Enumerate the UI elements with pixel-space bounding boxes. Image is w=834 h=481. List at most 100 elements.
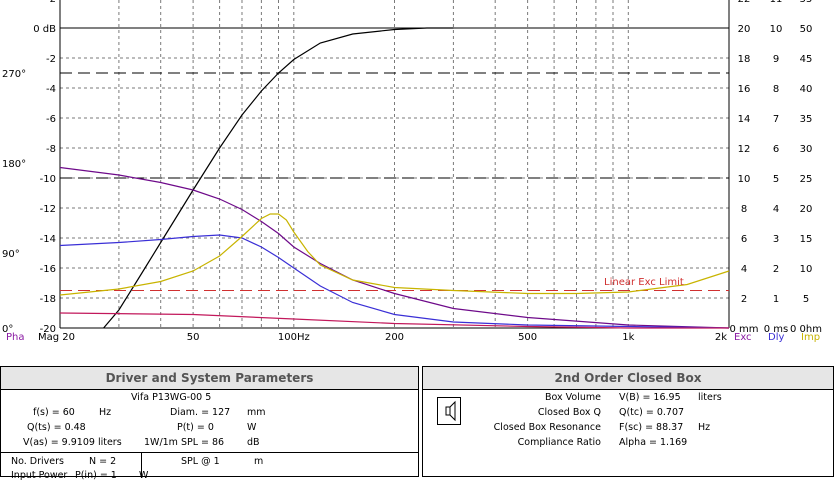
phase-tick-label: 270° — [2, 69, 26, 80]
fs-unit: Hz — [99, 407, 112, 418]
right-tick-ms: 3 — [773, 234, 779, 245]
right-tick-ms: 8 — [773, 84, 779, 95]
right-tick-ohm: 30 — [800, 144, 813, 155]
right-tick-mm: 2 — [741, 294, 747, 305]
right-tick-mm: 22 — [738, 0, 751, 5]
right-tick-mm: 16 — [738, 84, 751, 95]
right-tick-ohm: 35 — [800, 114, 813, 125]
curves — [59, 27, 730, 329]
panel-title: Driver and System Parameters — [1, 367, 418, 390]
box-row-label: Compliance Ratio — [517, 437, 601, 448]
y-tick-label: -4 — [46, 84, 56, 95]
right-tick-ohm: 25 — [800, 174, 813, 185]
box-row-value[interactable]: Q(tc) = 0.707 — [619, 407, 685, 418]
phase-tick-label: 90° — [2, 249, 20, 260]
right-tick-mm: 4 — [741, 264, 747, 275]
right-tick-ohm: 40 — [800, 84, 813, 95]
right-tick-mm: 0 mm — [729, 324, 758, 335]
spl-at-label[interactable]: SPL @ 1 — [181, 456, 220, 467]
box-row-value[interactable]: Alpha = 1.169 — [619, 437, 688, 448]
y-tick-label: -12 — [40, 204, 56, 215]
power-value[interactable]: P(in) = 1 — [75, 470, 117, 481]
y-tick-label: -20 — [40, 324, 56, 335]
y-tick-label: 0 dB — [33, 24, 56, 35]
spl-value[interactable]: 1W/1m SPL = 86 — [144, 437, 225, 448]
y-tick-label: -8 — [46, 144, 56, 155]
x-tick-label: 50 — [187, 332, 200, 343]
series-magnitude — [103, 27, 454, 329]
x-tick-label: Mag 20 — [38, 332, 75, 343]
y-tick-label: -18 — [40, 294, 56, 305]
box-row-value[interactable]: F(sc) = 88.37 — [619, 422, 684, 433]
box-row-label: Box Volume — [544, 392, 601, 403]
y-tick-label: -10 — [40, 174, 56, 185]
y-tick-label: -14 — [40, 234, 56, 245]
right-tick-ohm: 55 — [800, 0, 813, 5]
dashed-lines — [60, 72, 729, 291]
y-tick-label: -2 — [46, 54, 56, 65]
x-tick-label: 1k — [622, 332, 634, 343]
right-tick-ms: 7 — [773, 114, 779, 125]
series-excursion — [59, 234, 730, 329]
diam-value[interactable]: Diam. = 127 — [170, 407, 231, 418]
series-phase — [59, 166, 730, 329]
right-tick-ohm: 50 — [800, 24, 813, 35]
x-tick-label: 500 — [518, 332, 537, 343]
phase-axis-ticks: 270° 180° 90° 0° — [2, 69, 26, 335]
pt-value[interactable]: P(t) = 0 — [177, 422, 214, 433]
box-row-label: Closed Box Resonance — [493, 422, 601, 433]
qts-value[interactable]: Q(ts) = 0.48 — [27, 422, 86, 433]
y-axis-ticks: 2 0 dB -2 -4 -6 -8 -10 -12 -14 -16 -18 -20 — [33, 0, 56, 335]
x-axis-ticks: Mag 20 50 100Hz 200 500 1k 2k — [38, 332, 727, 343]
right-tick-ms: 9 — [773, 54, 779, 65]
box-row-unit: Hz — [698, 422, 711, 433]
x-tick-label: 200 — [385, 332, 404, 343]
fs-value[interactable]: f(s) = 60 — [33, 407, 75, 418]
right-tick-mm: 8 — [741, 204, 747, 215]
label-exc: Exc — [734, 332, 752, 343]
phase-tick-label: 0° — [2, 324, 13, 335]
drivers-label: No. Drivers — [11, 456, 64, 467]
right-tick-mm: 10 — [738, 174, 751, 185]
right-tick-ms: 5 — [773, 174, 779, 185]
right-tick-ohm: 5 — [803, 294, 809, 305]
phase-tick-label: 180° — [2, 159, 26, 170]
right-tick-ms: 0 ms — [764, 324, 789, 335]
y-tick-label: 2 — [50, 0, 56, 5]
right-axis-ticks: 22 20 18 16 14 12 10 8 6 4 2 0 mm 11 10 9 8 7 6 5 4 3 2 1 0 ms 5… — [729, 0, 822, 335]
right-tick-mm: 20 — [738, 24, 751, 35]
driver-parameters-panel: Driver and System Parameters Vifa P13WG-… — [0, 366, 419, 481]
right-tick-ms: 1 — [773, 294, 779, 305]
right-tick-ohm: 10 — [800, 264, 813, 275]
right-tick-ohm: 0 0hm — [790, 324, 822, 335]
series-impedance — [59, 213, 730, 296]
speaker-icon — [437, 397, 461, 425]
right-tick-ohm: 45 — [800, 54, 813, 65]
right-tick-mm: 14 — [738, 114, 751, 125]
drivers-value[interactable]: N = 2 — [89, 456, 117, 467]
power-unit: W — [139, 470, 149, 481]
box-row-unit: liters — [698, 392, 722, 403]
x-tick-label: 2k — [715, 332, 727, 343]
series-delay — [59, 312, 729, 329]
vas-value[interactable]: V(as) = 9.9109 liters — [23, 437, 122, 448]
right-tick-ohm: 20 — [800, 204, 813, 215]
box-row-value[interactable]: V(B) = 16.95 — [619, 392, 681, 403]
label-pha: Pha — [6, 332, 25, 343]
y-tick-label: -6 — [46, 114, 56, 125]
label-imp: Imp — [801, 332, 820, 343]
pt-unit: W — [247, 422, 257, 433]
right-tick-ms: 4 — [773, 204, 779, 215]
driver-name: Vifa P13WG-00 5 — [131, 392, 212, 403]
label-dly: Dly — [768, 332, 784, 343]
right-tick-mm: 6 — [741, 234, 747, 245]
right-tick-ms: 11 — [770, 0, 783, 5]
right-tick-mm: 18 — [738, 54, 751, 65]
right-tick-ms: 6 — [773, 144, 779, 155]
closed-box-panel: 2nd Order Closed Box Box Volume V(B) = 16… — [422, 366, 834, 477]
spl-unit: dB — [247, 437, 260, 448]
y-tick-label: -16 — [40, 264, 56, 275]
x-tick-label: 100Hz — [278, 332, 310, 343]
diam-unit: mm — [247, 407, 266, 418]
panel-title: 2nd Order Closed Box — [423, 367, 833, 390]
